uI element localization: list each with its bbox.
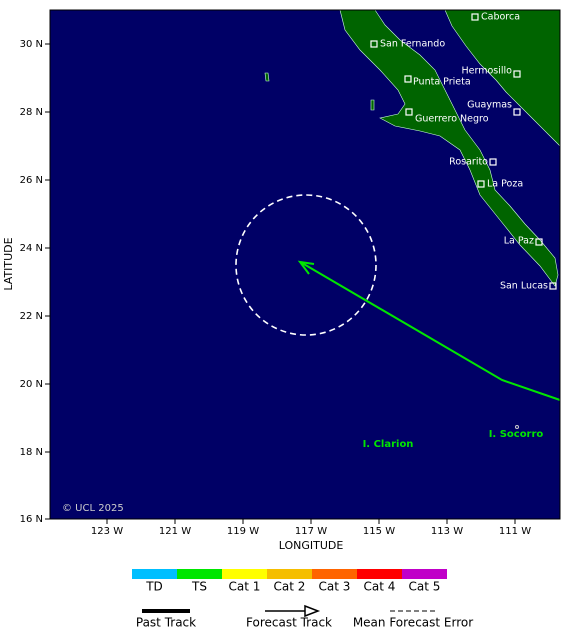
place-marker [471,13,479,21]
intensity-label: Cat 4 [364,580,396,594]
intensity-label: Cat 5 [409,580,441,594]
track-legend-label: Forecast Track [246,616,332,630]
x-axis-title: LONGITUDE [279,539,344,552]
place-marker [549,282,557,290]
place-label: La Paz [504,236,534,247]
intensity-swatch [312,569,357,579]
place-marker [513,108,521,116]
place-label: Guerrero Negro [415,114,489,125]
track-arrow [297,260,315,275]
x-tick-label: 115 W [363,526,395,537]
intensity-swatch [402,569,447,579]
place-marker [405,108,413,116]
place-marker [370,40,378,48]
intensity-label: TS [191,580,207,594]
place-marker [535,238,543,246]
y-axis-title: LATITUDE [2,237,15,290]
forecast-error-circle [235,194,377,336]
intensity-swatch [177,569,222,579]
y-tick-label: 30 N [20,39,43,50]
x-tick-label: 123 W [91,526,123,537]
place-label: La Poza [487,179,523,190]
intensity-swatch [357,569,402,579]
forecast-track [301,262,561,401]
y-tick-label: 26 N [20,175,43,186]
place-label: San Lucas [500,281,548,292]
place-label: Punta Prieta [413,77,471,88]
place-label: Hermosillo [462,66,513,77]
y-tick-label: 16 N [20,514,43,525]
intensity-swatch [267,569,312,579]
forecast-arrow-sample [304,604,321,618]
intensity-swatch [132,569,177,579]
intensity-label: Cat 3 [319,580,351,594]
place-label: Caborca [481,12,520,23]
y-tick-label: 20 N [20,379,43,390]
intensity-label: Cat 2 [274,580,306,594]
place-label: Guaymas [467,100,512,111]
place-marker [489,158,497,166]
island-dot [515,425,519,429]
copyright: © UCL 2025 [62,503,124,514]
x-tick-label: 119 W [227,526,259,537]
intensity-label: TD [145,580,163,594]
track-legend-label: Mean Forecast Error [353,616,473,630]
x-tick-label: 113 W [431,526,463,537]
y-tick-label: 18 N [20,447,43,458]
intensity-label: Cat 1 [229,580,261,594]
y-tick-label: 24 N [20,243,43,254]
plot-frame [49,9,561,520]
y-tick-label: 28 N [20,107,43,118]
place-marker [513,70,521,78]
island-label: I. Clarion [363,439,414,450]
land [264,9,561,287]
place-label: San Fernando [380,39,445,50]
place-marker [404,75,412,83]
place-marker [477,180,485,188]
track-legend-label: Past Track [136,616,196,630]
x-tick-label: 117 W [295,526,327,537]
y-tick-label: 22 N [20,311,43,322]
x-tick-label: 121 W [159,526,191,537]
intensity-swatch [222,569,267,579]
x-tick-label: 111 W [499,526,531,537]
island-label: I. Socorro [489,429,544,440]
place-label: Rosarito [449,157,488,168]
